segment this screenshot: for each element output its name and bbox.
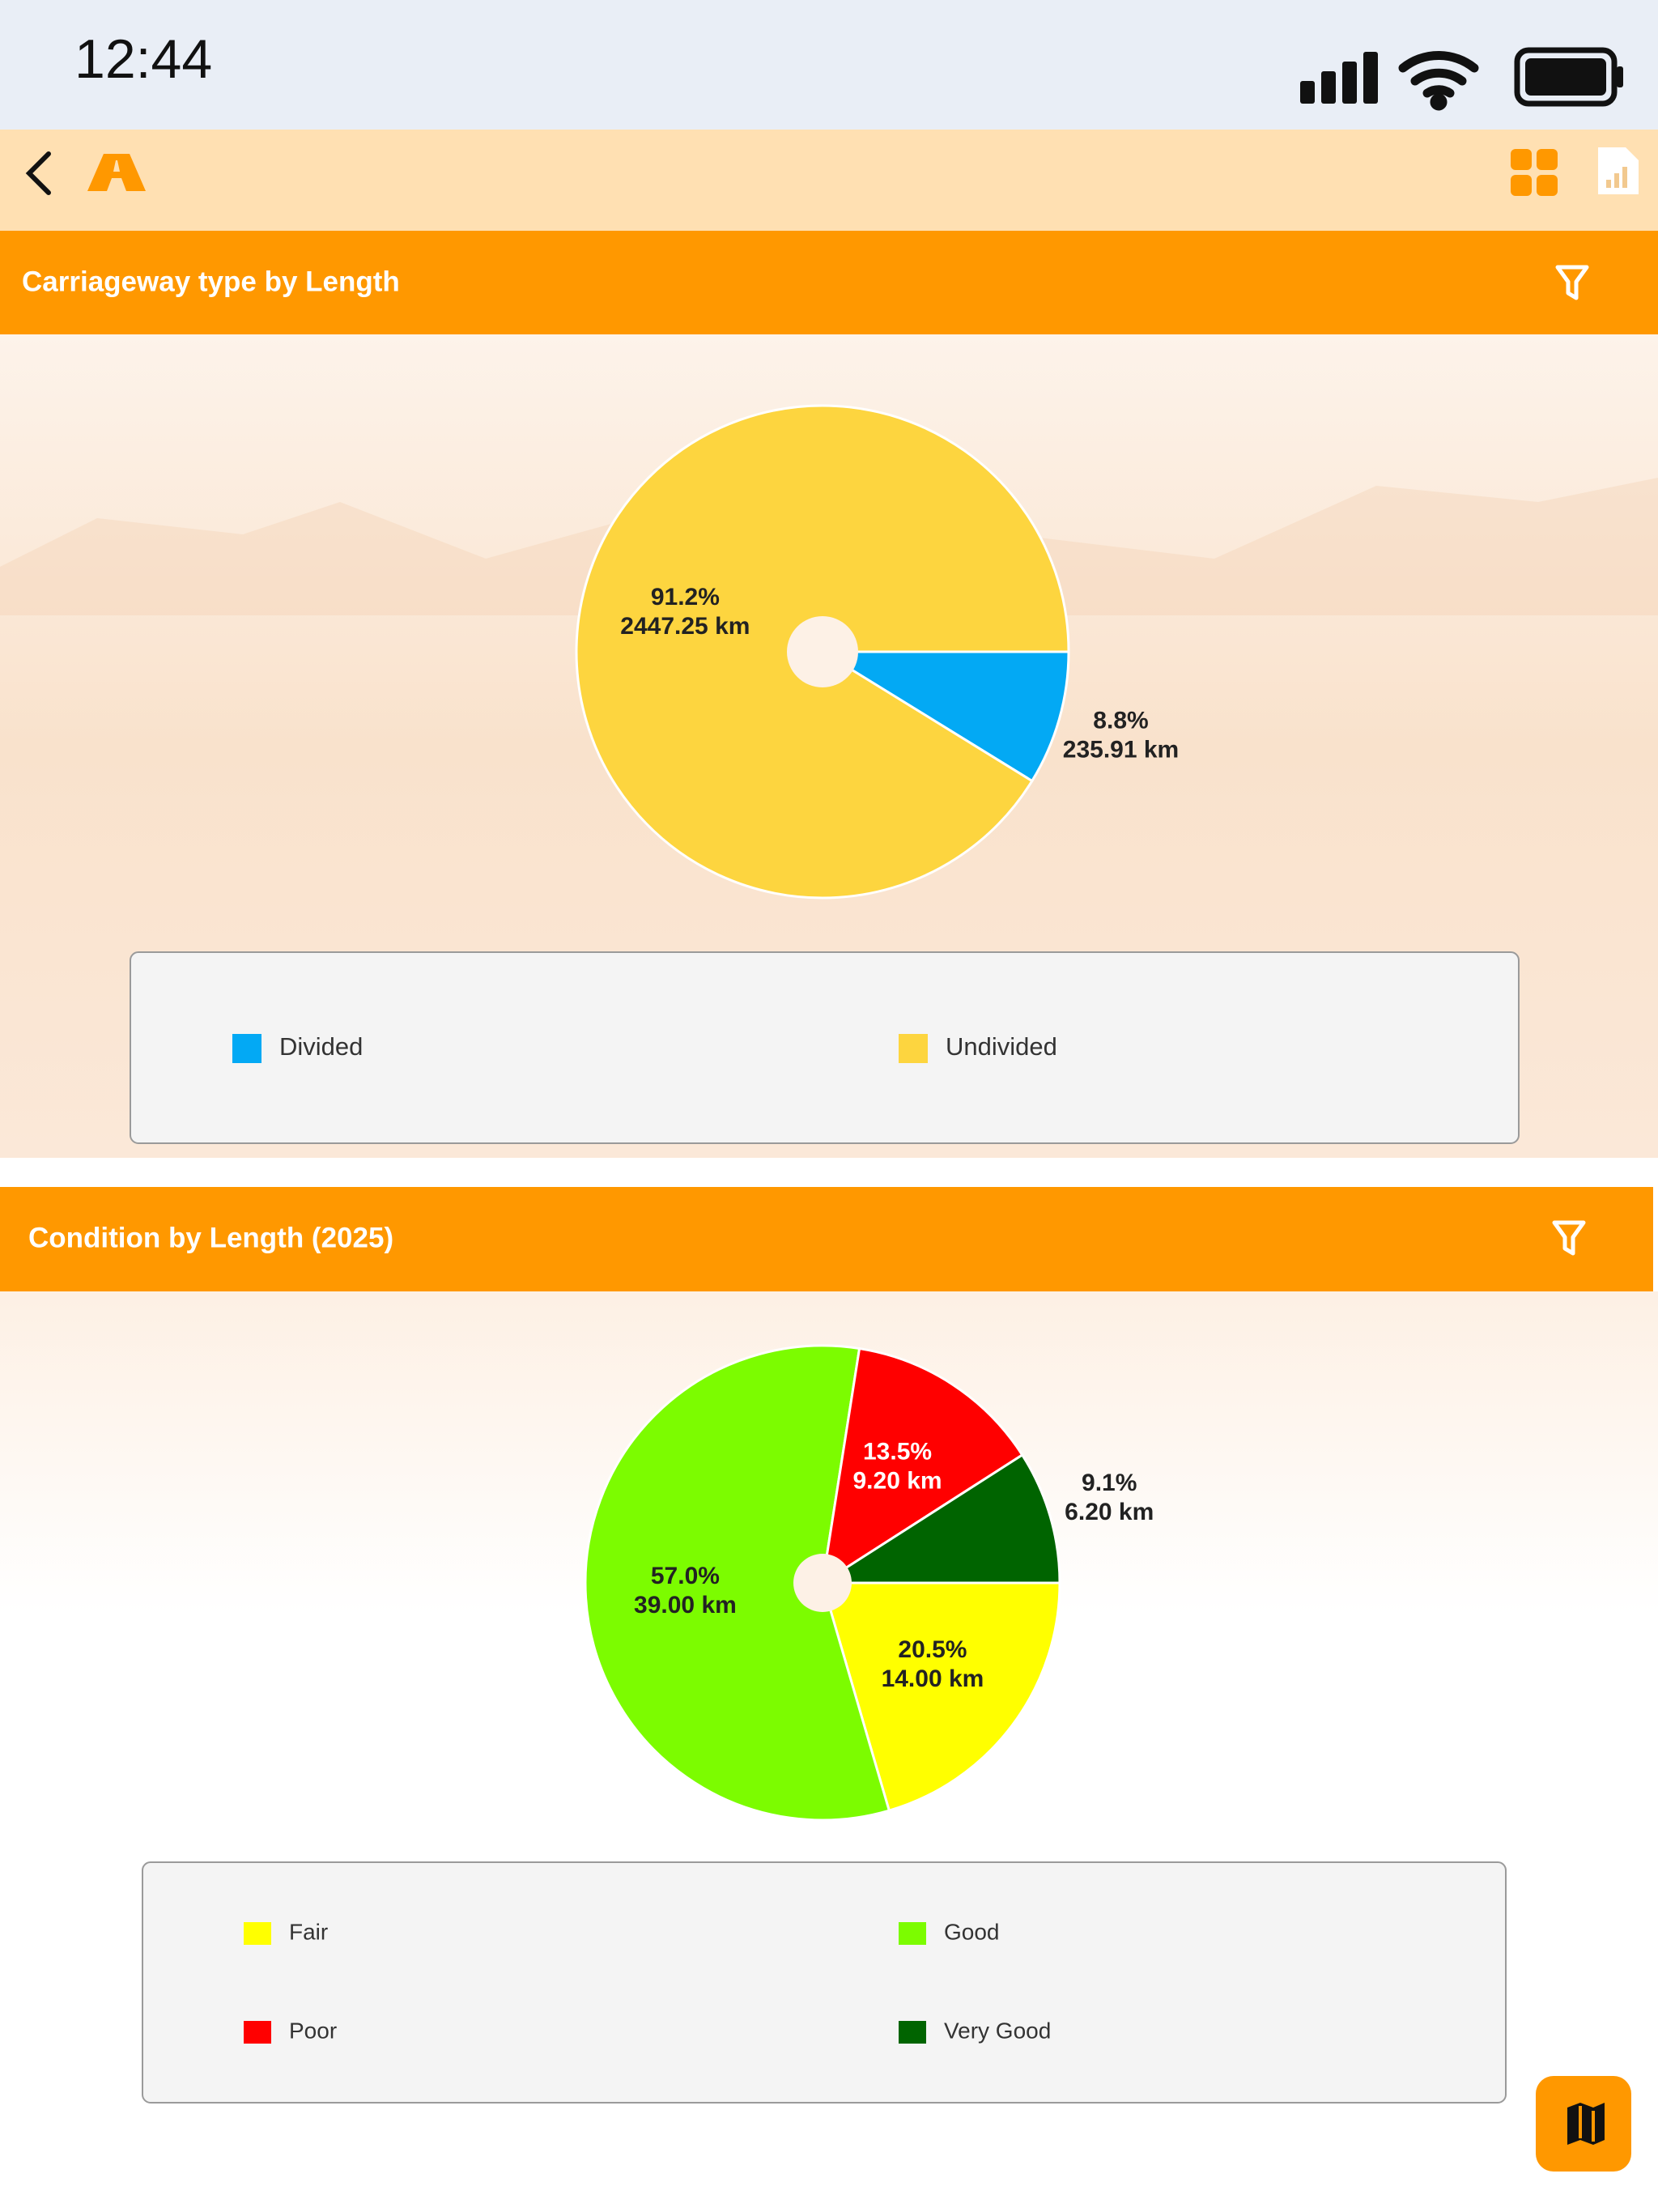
legend-label: Good [944,1919,1000,1944]
charts: 8.8%235.91 km 91.2% 2447.25 km Divided Undiv… [130,404,1520,2104]
section-header [0,231,1658,334]
slice-percent-label: 13.5% [863,1438,932,1465]
dashboard-button[interactable] [1511,149,1558,196]
legend-swatch [899,2021,926,2044]
legend-label: Poor [289,2018,337,2043]
status-time: 12:44 [74,28,212,90]
section-title: Condition by Length (2025) [28,1222,393,1253]
section-header [0,1187,1653,1291]
slice-value-label: 6.20 km [1065,1499,1154,1525]
section-gap [0,1158,1658,1187]
legend-label: Very Good [944,2018,1051,2043]
slice-value-label: 14.00 km [882,1665,984,1692]
filter-button[interactable] [1552,1220,1586,1256]
back-button[interactable] [25,151,51,195]
legend-swatch [232,1034,261,1063]
slice-value-label: 2447.25 km [620,613,750,640]
legend-box [130,951,1520,1144]
filter-button[interactable] [1555,265,1589,300]
app-logo [87,154,146,191]
pie-hole [793,1554,852,1612]
legend-label: Divided [279,1032,363,1061]
legend-swatch [899,1922,926,1945]
report-button[interactable] [1598,147,1639,194]
pie-slice [820,1346,1024,1586]
background-mountains [0,478,1658,615]
slice-percent-label: 20.5% [898,1636,967,1663]
legend-label: Undivided [946,1032,1057,1061]
slice-percent-label: 9.1% [1082,1470,1137,1496]
pie-hole [787,616,858,687]
legend-swatch [244,1922,271,1945]
wifi-icon [1398,50,1479,111]
slice-value-label: 9.20 km [853,1467,942,1494]
battery-icon [1514,47,1623,107]
legend-box [142,1861,1507,2104]
slice-value-label: 235.91 km [1063,736,1179,763]
pie-slice [820,1581,1061,1813]
slice-value-label: 39.00 km [634,1592,737,1619]
slice-percent-label: 57.0% [651,1563,720,1589]
app-bar [0,130,1658,231]
pie-slice [818,650,1070,783]
slice-percent-label: 91.2% [651,584,720,610]
section-title: Carriageway type by Length [22,266,400,297]
status-bar [0,0,1658,130]
signal-icon [1300,52,1378,104]
pie-slice [818,1453,1061,1585]
legend-swatch [244,2021,271,2044]
slice-percent-label: 8.8% [1093,707,1148,734]
pie-slice [584,1344,891,1822]
map-button[interactable] [1536,2076,1631,2172]
legend-swatch [899,1034,928,1063]
legend-label: Fair [289,1919,328,1944]
